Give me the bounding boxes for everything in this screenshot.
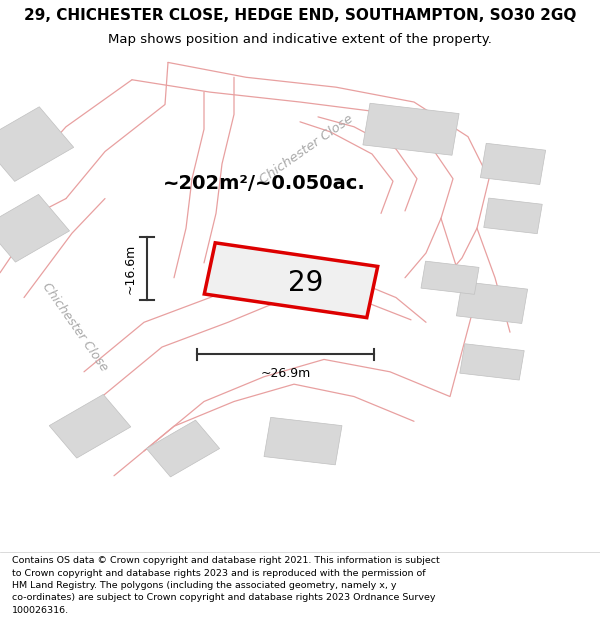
Polygon shape (146, 420, 220, 477)
Polygon shape (484, 198, 542, 234)
Polygon shape (264, 418, 342, 465)
Text: Map shows position and indicative extent of the property.: Map shows position and indicative extent… (108, 33, 492, 46)
Polygon shape (421, 261, 479, 294)
Text: Contains OS data © Crown copyright and database right 2021. This information is : Contains OS data © Crown copyright and d… (12, 556, 440, 615)
Text: ~16.6m: ~16.6m (124, 243, 137, 294)
Text: 29: 29 (289, 269, 323, 297)
Polygon shape (363, 103, 459, 155)
Polygon shape (49, 394, 131, 458)
Polygon shape (0, 107, 74, 181)
Polygon shape (481, 143, 545, 184)
Polygon shape (0, 194, 70, 262)
Polygon shape (204, 243, 378, 318)
Text: Chichester Close: Chichester Close (257, 112, 355, 186)
Polygon shape (457, 281, 527, 324)
Text: Chichester Close: Chichester Close (40, 281, 110, 374)
Polygon shape (460, 344, 524, 380)
Text: ~202m²/~0.050ac.: ~202m²/~0.050ac. (163, 174, 365, 193)
Text: ~26.9m: ~26.9m (260, 367, 311, 380)
Text: 29, CHICHESTER CLOSE, HEDGE END, SOUTHAMPTON, SO30 2GQ: 29, CHICHESTER CLOSE, HEDGE END, SOUTHAM… (24, 8, 576, 23)
